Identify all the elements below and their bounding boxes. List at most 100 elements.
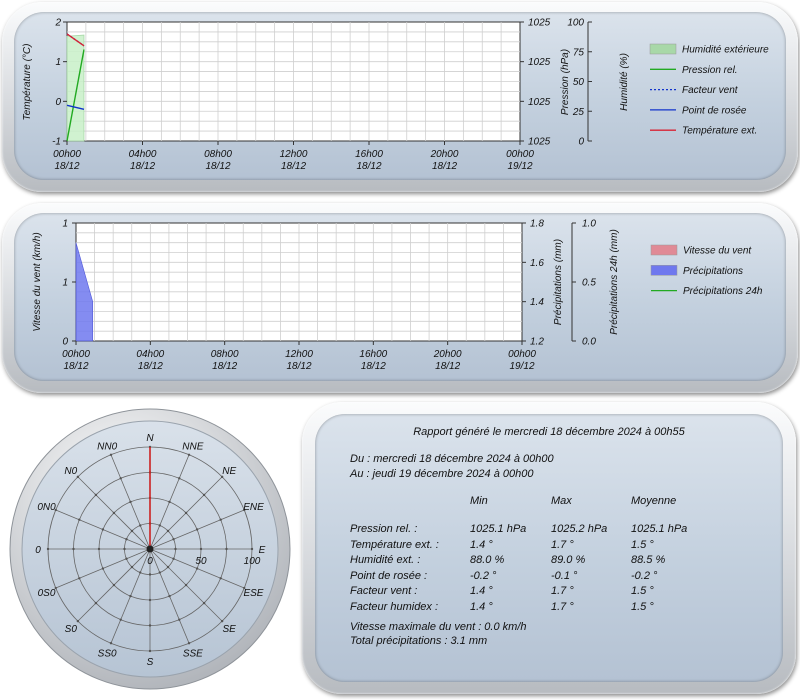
- x-tick-time: 00h00: [53, 149, 81, 160]
- y-left-tick-label: 2: [54, 18, 61, 29]
- y-mid-tick-label: 1.8: [530, 219, 544, 230]
- rose-dot: [78, 577, 81, 580]
- rose-dot: [148, 649, 152, 653]
- rose-dot: [130, 529, 134, 533]
- rose-dot: [130, 565, 134, 569]
- legend-label-1: Précipitations: [683, 266, 743, 277]
- legend-swatch-1: [650, 265, 678, 276]
- y-right-tick-label: 75: [573, 47, 585, 58]
- rose-dot: [195, 567, 199, 570]
- y-right-tick-label: 0: [578, 137, 584, 148]
- x-tick-date: 18/12: [138, 361, 163, 372]
- x-tick-date: 19/12: [509, 361, 534, 372]
- rose-direction-label: N: [146, 433, 154, 444]
- y-mid-tick-label: 1025: [528, 137, 551, 148]
- rose-dot: [187, 453, 191, 456]
- report-row-max: 1.7 °: [551, 538, 574, 551]
- rose-dot: [46, 547, 50, 551]
- rose-dot: [158, 571, 161, 574]
- report-panel: [315, 414, 783, 682]
- y-mid-tick-label: 1025: [528, 57, 551, 68]
- rose-dot: [76, 619, 80, 623]
- rose-dot: [148, 624, 152, 627]
- y-mid-tick-label: 1025: [528, 18, 551, 29]
- rose-direction-label: 0: [35, 545, 41, 556]
- rose-direction-label: NE: [222, 466, 236, 477]
- report-row-average: 1.5 °: [631, 538, 654, 551]
- wind-rain-chart: 00h0018/1204h0018/1208h0018/1212h0018/12…: [32, 219, 763, 373]
- x-tick-time: 20h00: [433, 349, 462, 360]
- rose-direction-label: 0N0: [37, 502, 56, 513]
- rose-direction-label: NN0: [97, 442, 117, 453]
- rose-dot: [139, 571, 142, 574]
- y-axis-label-left: Vitesse du vent (km/h): [32, 232, 43, 331]
- report-row-average: 1.5 °: [631, 585, 654, 597]
- x-tick-time: 08h00: [211, 349, 239, 360]
- rose-dot: [125, 538, 128, 541]
- report-row-label: Facteur humidex :: [350, 600, 439, 613]
- rose-dot: [187, 642, 191, 645]
- rose-dot: [109, 642, 113, 645]
- report-max-wind: Vitesse maximale du vent : 0.0 km/h: [350, 621, 527, 633]
- report-row-label: Point de rosée :: [350, 569, 428, 582]
- report-row-label: Pression rel. :: [350, 523, 418, 535]
- rose-dot: [112, 511, 116, 515]
- x-tick-date: 18/12: [432, 161, 457, 172]
- y-right-tick-label: 50: [573, 77, 585, 88]
- rose-direction-label: SE: [223, 624, 237, 635]
- rose-dot: [148, 573, 152, 576]
- rose-direction-label: E: [259, 545, 266, 556]
- rose-dot: [199, 547, 203, 551]
- rose-dot: [101, 528, 105, 531]
- rose-dot: [178, 618, 181, 621]
- report-row-max: 1025.2 hPa: [551, 523, 608, 535]
- report-period-to: Au : jeudi 19 décembre 2024 à 00h00: [350, 468, 534, 480]
- y-mid-tick-label: 1.4: [530, 297, 544, 308]
- legend-label-4: Température ext.: [682, 126, 757, 137]
- report-row-min: 1025.1 hPa: [470, 523, 527, 535]
- x-tick-time: 04h00: [129, 149, 157, 160]
- x-tick-date: 18/12: [212, 361, 237, 372]
- rose-direction-label: SSE: [183, 648, 203, 659]
- y-right-tick-label: 1.0: [582, 219, 596, 230]
- report-header-min: Min: [470, 495, 488, 507]
- x-tick-date: 18/12: [281, 161, 306, 172]
- y-axis-label-mid: Pression (hPa): [560, 49, 571, 115]
- report-row-average: 88.5 %: [631, 554, 666, 566]
- x-tick-time: 12h00: [280, 149, 308, 160]
- rose-dot: [78, 518, 81, 521]
- report-row-average: -0.2 °: [631, 569, 658, 582]
- rose-dot: [76, 475, 80, 479]
- rose-dot: [158, 524, 161, 527]
- report-title: Rapport généré le mercredi 18 décembre 2…: [413, 426, 685, 438]
- rose-dot: [174, 547, 177, 551]
- rose-dot: [148, 598, 152, 602]
- y-left-tick-label: 1: [62, 219, 68, 230]
- y-left-tick-label: -1: [52, 137, 61, 148]
- x-tick-date: 18/12: [63, 361, 88, 372]
- report-row-min: 1.4 °: [470, 585, 493, 597]
- x-tick-time: 08h00: [204, 149, 232, 160]
- series-line-4: [66, 33, 85, 47]
- rose-dot: [119, 618, 122, 621]
- y-mid-tick-label: 1.6: [530, 258, 544, 269]
- y-left-tick-label: 1: [55, 57, 61, 68]
- legend-label-2: Facteur vent: [682, 85, 739, 96]
- rose-dot: [168, 594, 171, 598]
- rose-dot: [184, 583, 188, 587]
- rose-dot: [219, 518, 222, 521]
- report-period-from: Du : mercredi 18 décembre 2024 à 00h00: [350, 453, 554, 465]
- rose-dot: [109, 453, 113, 456]
- rose-dot: [243, 508, 246, 512]
- x-tick-date: 18/12: [435, 361, 460, 372]
- rose-dot: [54, 508, 57, 512]
- y-mid-tick-label: 1.2: [530, 337, 544, 348]
- rose-dot: [101, 567, 105, 570]
- report-header-average: Moyenne: [631, 495, 677, 507]
- rose-dot: [202, 493, 206, 497]
- rose-scale-label: 0: [147, 556, 153, 567]
- rose-direction-label: S0: [65, 624, 78, 635]
- x-tick-date: 18/12: [356, 161, 381, 172]
- rose-direction-label: SS0: [98, 648, 117, 659]
- report-row-min: -0.2 °: [470, 569, 497, 582]
